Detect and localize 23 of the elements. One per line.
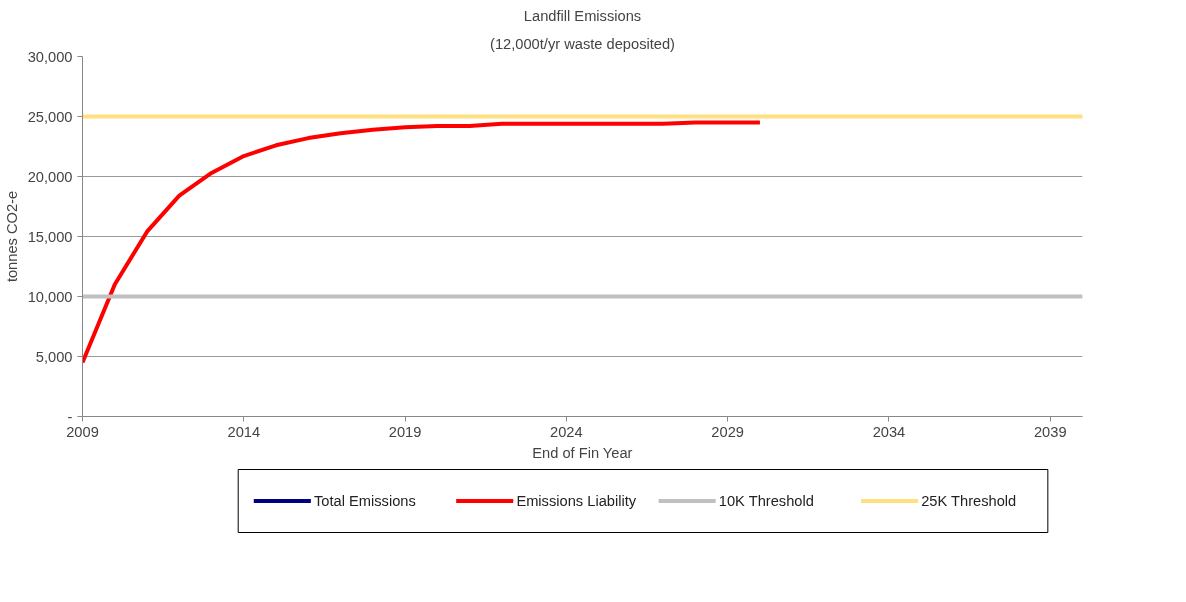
y-tick-label: 10,000	[27, 288, 73, 305]
x-tick-label: 2019	[388, 423, 422, 440]
legend-label: 25K Threshold	[921, 493, 1017, 509]
y-tick-label: 15,000	[27, 228, 73, 245]
y-tick-label: 5,000	[35, 348, 73, 365]
x-tick-label: 2039	[1033, 423, 1067, 440]
y-tick-label: -	[67, 408, 73, 425]
line-series	[82, 120, 762, 365]
x-tick-label: 2009	[66, 423, 99, 440]
x-tick-label: 2034	[872, 423, 906, 440]
legend-label: Total Emissions	[313, 493, 416, 509]
x-tick-label: 2029	[711, 423, 744, 440]
x-axis-title: End of Fin Year	[532, 444, 633, 461]
y-tick-label: 30,000	[27, 48, 73, 65]
x-tick-label: 2014	[227, 423, 261, 440]
y-axis-title: tonnes CO2-e	[3, 190, 20, 283]
y-tick-label: 20,000	[27, 168, 73, 185]
chart-title: Landfill Emissions	[523, 7, 642, 24]
y-tick-label: 25,000	[27, 108, 73, 125]
x-tick-label: 2024	[550, 423, 583, 440]
legend-label: Emissions Liability	[516, 493, 637, 509]
chart-subtitle: (12,000t/yr waste deposited)	[490, 35, 675, 52]
legend-label: 10K Threshold	[718, 493, 814, 509]
